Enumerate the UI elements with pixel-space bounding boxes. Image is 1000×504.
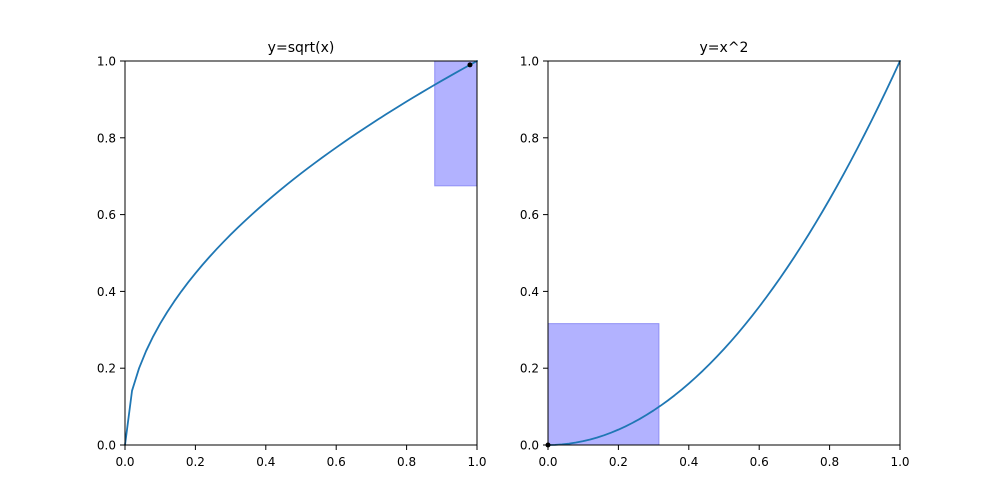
x-tick-label: 0.8 — [397, 455, 416, 469]
x-tick-label: 0.0 — [538, 455, 557, 469]
chart-square: y=x^2 0.0 0.2 0.4 0.6 0.8 1.0 0.0 0.2 — [520, 40, 910, 469]
axes-frame — [547, 60, 901, 446]
x-axis-ticks: 0.0 0.2 0.4 0.6 0.8 1.0 — [538, 445, 910, 469]
x-tick-label: 0.6 — [327, 455, 346, 469]
x-tick-label: 0.2 — [186, 455, 205, 469]
y-tick-label: 1.0 — [520, 55, 539, 69]
y-axis-ticks: 0.0 0.2 0.4 0.6 0.8 1.0 — [520, 55, 548, 453]
y-tick-label: 0.2 — [520, 362, 539, 376]
series-line — [547, 60, 901, 446]
y-tick-label: 0.6 — [97, 208, 116, 222]
x-tick-label: 1.0 — [890, 455, 909, 469]
plot-area — [124, 60, 478, 446]
x-axis-ticks: 0.0 0.2 0.4 0.6 0.8 1.0 — [115, 445, 487, 469]
y-tick-label: 0.8 — [520, 131, 539, 145]
y-tick-label: 0.0 — [520, 439, 539, 453]
y-axis-ticks: 0.0 0.2 0.4 0.6 0.8 1.0 — [97, 55, 125, 453]
marker-point — [467, 62, 473, 68]
y-tick-label: 0.2 — [97, 362, 116, 376]
y-tick-label: 1.0 — [97, 55, 116, 69]
y-tick-label: 0.8 — [97, 131, 116, 145]
x-tick-label: 0.0 — [115, 455, 134, 469]
plot-area — [545, 60, 901, 448]
series-line — [124, 60, 478, 446]
highlight-region — [434, 60, 478, 187]
chart-title: y=sqrt(x) — [268, 40, 335, 56]
highlight-region — [547, 323, 660, 446]
chart-title: y=x^2 — [700, 40, 749, 56]
x-tick-label: 0.4 — [679, 455, 698, 469]
chart-sqrt: y=sqrt(x) 0.0 0.2 0.4 0.6 0.8 1.0 0.0 0.… — [97, 40, 487, 469]
x-tick-label: 0.4 — [256, 455, 275, 469]
x-tick-label: 1.0 — [467, 455, 486, 469]
y-tick-label: 0.4 — [97, 285, 116, 299]
x-tick-label: 0.2 — [609, 455, 628, 469]
axes-frame — [124, 60, 478, 446]
x-tick-label: 0.6 — [750, 455, 769, 469]
y-tick-label: 0.0 — [97, 439, 116, 453]
x-tick-label: 0.8 — [820, 455, 839, 469]
y-tick-label: 0.6 — [520, 208, 539, 222]
y-tick-label: 0.4 — [520, 285, 539, 299]
